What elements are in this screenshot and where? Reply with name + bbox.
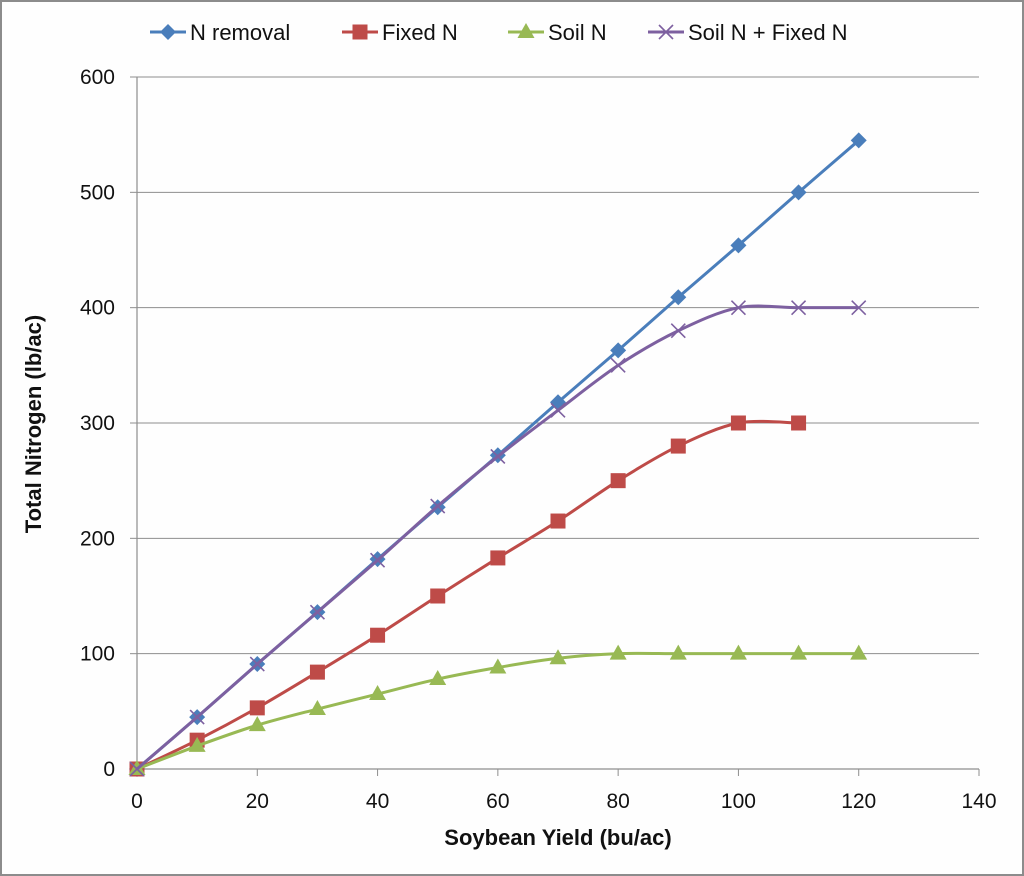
x-marker-icon (129, 761, 145, 777)
x-marker-icon (490, 448, 506, 465)
square-marker-icon (791, 415, 807, 431)
x-marker-icon (550, 402, 566, 418)
y-tick-label: 0 (103, 758, 115, 781)
x-marker-icon (851, 300, 867, 316)
series-group (128, 132, 868, 777)
triangle-marker-icon (188, 736, 206, 752)
triangle-marker-icon (669, 644, 687, 660)
diamond-marker-icon (670, 289, 687, 306)
x-tick-label: 120 (841, 790, 876, 813)
triangle-marker-icon (549, 649, 567, 665)
legend: N removal Fixed N Soil N Soil N + Fixed N (150, 20, 848, 45)
series-soil-n-fixed-n (129, 300, 867, 777)
legend-label: N removal (190, 20, 290, 45)
series-fixed-n (129, 415, 807, 777)
diamond-marker-icon (160, 24, 176, 40)
x-marker-icon (430, 498, 446, 514)
y-tick-label: 300 (80, 412, 115, 435)
legend-item[interactable]: Soil N (508, 20, 607, 45)
axes: 0 100 200 300 400 500 600 0 20 40 60 80 100 120 140 (80, 66, 997, 813)
x-marker-icon (791, 300, 807, 316)
legend-label: Fixed N (382, 20, 458, 45)
y-tick-label: 600 (80, 66, 115, 89)
square-marker-icon (249, 700, 265, 716)
triangle-marker-icon (517, 23, 535, 38)
triangle-marker-icon (850, 644, 868, 660)
x-marker-icon (610, 357, 626, 373)
legend-item[interactable]: Fixed N (342, 20, 458, 45)
x-tick-label: 20 (246, 790, 269, 813)
legend-item[interactable]: N removal (150, 20, 290, 45)
x-tick-label: 0 (131, 790, 143, 813)
diamond-marker-icon (850, 132, 867, 149)
diamond-marker-icon (790, 184, 807, 201)
square-marker-icon (670, 438, 686, 454)
x-tick-label: 60 (486, 790, 509, 813)
x-tick-label: 100 (721, 790, 756, 813)
square-marker-icon (610, 473, 626, 489)
triangle-marker-icon (369, 685, 387, 701)
x-marker-icon (370, 552, 386, 568)
x-marker-icon (309, 604, 325, 620)
triangle-marker-icon (729, 644, 747, 660)
y-tick-label: 500 (80, 181, 115, 204)
x-marker-icon (658, 24, 674, 40)
gridlines (137, 76, 979, 655)
y-axis-title: Total Nitrogen (lb/ac) (21, 315, 46, 533)
x-marker-icon (249, 656, 265, 672)
x-tick-label: 80 (606, 790, 629, 813)
legend-label: Soil N (548, 20, 607, 45)
diamond-marker-icon (610, 342, 627, 359)
triangle-marker-icon (429, 670, 447, 686)
square-marker-icon (490, 550, 506, 566)
square-marker-icon (370, 627, 386, 643)
triangle-marker-icon (609, 644, 627, 660)
y-tick-label: 400 (80, 297, 115, 320)
legend-label: Soil N + Fixed N (688, 20, 848, 45)
square-marker-icon (730, 415, 746, 431)
square-marker-icon (309, 664, 325, 680)
triangle-marker-icon (248, 716, 266, 732)
diamond-marker-icon (730, 237, 747, 254)
square-marker-icon (550, 513, 566, 529)
x-marker-icon (730, 300, 746, 316)
x-tick-label: 140 (961, 790, 996, 813)
square-marker-icon (430, 588, 446, 604)
x-tick-label: 40 (366, 790, 389, 813)
y-tick-label: 200 (80, 527, 115, 550)
triangle-marker-icon (308, 700, 326, 716)
triangle-marker-icon (790, 644, 808, 660)
triangle-marker-icon (489, 658, 507, 674)
x-marker-icon (670, 323, 686, 339)
legend-item[interactable]: Soil N + Fixed N (648, 20, 848, 45)
x-axis-title: Soybean Yield (bu/ac) (444, 825, 671, 850)
y-tick-label: 100 (80, 643, 115, 666)
series-soil-n (128, 644, 868, 775)
x-marker-icon (189, 709, 205, 725)
square-marker-icon (352, 24, 368, 40)
